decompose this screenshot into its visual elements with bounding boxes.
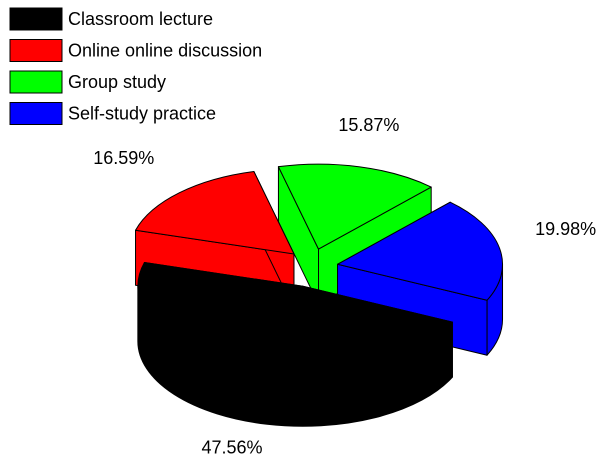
slice-top — [337, 201, 504, 301]
legend-swatch — [9, 102, 63, 125]
legend-label: Classroom lecture — [68, 9, 213, 29]
legend-label: Self-study practice — [68, 103, 216, 123]
slice-top — [137, 262, 453, 372]
data-label: 47.56% — [201, 437, 262, 457]
legend-label: Group study — [68, 72, 166, 92]
data-label: 16.59% — [93, 148, 154, 168]
legend-swatch — [9, 39, 63, 62]
legend-swatch — [9, 7, 63, 31]
slice-top — [277, 163, 432, 250]
slice-top — [135, 171, 295, 255]
data-label: 15.87% — [338, 115, 399, 135]
data-label: 19.98% — [535, 219, 596, 239]
legend-label: Online online discussion — [68, 40, 262, 60]
legend-swatch — [9, 70, 63, 94]
slice — [137, 262, 453, 427]
